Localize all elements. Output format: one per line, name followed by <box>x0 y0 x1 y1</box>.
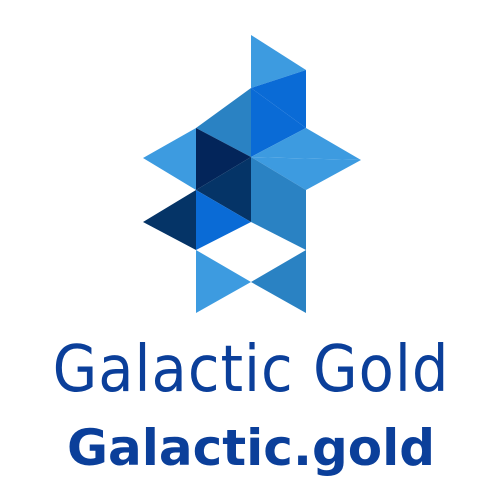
mark-facet <box>251 70 306 128</box>
brand-name: Galactic Gold <box>52 333 450 407</box>
mark-facet <box>196 250 251 313</box>
mark-facet <box>251 88 306 157</box>
mark-facet <box>196 157 251 222</box>
mark-facet <box>251 250 306 313</box>
star-mark-icon <box>143 35 361 313</box>
domain-name: Galactic.gold <box>66 419 436 477</box>
mark-facet <box>196 128 251 190</box>
mark-facet <box>196 190 251 250</box>
mark-facet <box>196 88 251 157</box>
mark-facet <box>143 128 196 190</box>
mark-facet <box>251 128 361 160</box>
mark-facet <box>251 35 306 88</box>
mark-facet <box>143 190 196 250</box>
mark-facet <box>251 157 361 190</box>
mark-facet <box>251 157 306 250</box>
